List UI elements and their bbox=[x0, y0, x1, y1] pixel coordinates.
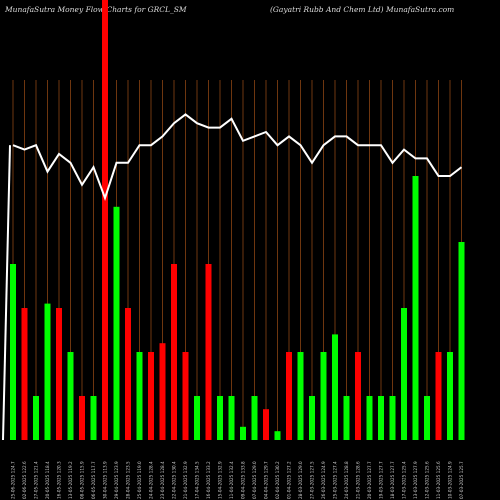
tick-label: 04-04-2025 129.7 bbox=[264, 461, 269, 499]
series-line-start bbox=[2, 145, 11, 441]
bar bbox=[79, 396, 85, 440]
bar bbox=[56, 308, 62, 440]
tick-label: 19-03-2025 127.7 bbox=[379, 461, 384, 499]
tick-label: 11-04-2025 132.4 bbox=[229, 461, 234, 499]
tick-label: 07-03-2025 125.7 bbox=[459, 461, 464, 499]
bar bbox=[113, 206, 120, 440]
bar bbox=[217, 396, 223, 440]
tick-label: 12-03-2025 125.6 bbox=[425, 461, 430, 499]
tick-label: 20-03-2025 127.7 bbox=[367, 461, 372, 499]
bar bbox=[435, 352, 442, 440]
bar bbox=[171, 264, 177, 440]
tick-label: 29-04-2025 123.9 bbox=[114, 461, 119, 499]
tick-label: 15-04-2025 132.9 bbox=[218, 461, 223, 499]
bar bbox=[378, 396, 384, 440]
bar bbox=[389, 396, 396, 440]
tick-label: 25-06-2025 124.7 bbox=[11, 461, 16, 499]
series-line bbox=[12, 113, 463, 202]
bar bbox=[136, 352, 143, 440]
bar bbox=[401, 308, 407, 440]
tick-label: 11-03-2025 125.6 bbox=[436, 461, 441, 499]
bar bbox=[412, 176, 419, 440]
bar bbox=[263, 409, 269, 440]
bar bbox=[148, 352, 154, 440]
tick-label: 08-05-2025 115.9 bbox=[80, 461, 85, 499]
bar bbox=[274, 431, 281, 440]
bar bbox=[125, 308, 131, 440]
tick-label: 21-04-2025 132.9 bbox=[183, 461, 188, 499]
bar bbox=[309, 396, 315, 440]
tick-label: 10-03-2025 124.9 bbox=[448, 461, 453, 499]
bar bbox=[194, 396, 200, 440]
bar bbox=[366, 396, 373, 440]
tick-label: 17-04-2025 134.5 bbox=[195, 461, 200, 499]
tick-label: 28-03-2025 129.0 bbox=[298, 461, 303, 499]
tick-label: 02-06-2025 122.6 bbox=[22, 461, 27, 499]
bar bbox=[458, 242, 465, 440]
bar bbox=[424, 396, 430, 440]
bar bbox=[228, 396, 235, 440]
bar bbox=[90, 396, 97, 440]
bar bbox=[21, 308, 28, 440]
tick-label: 23-04-2025 128.4 bbox=[160, 461, 165, 499]
tick-label: 28-04-2025 123.5 bbox=[126, 461, 131, 499]
tick-label: 16-05-2025 120.3 bbox=[57, 461, 62, 499]
bar bbox=[447, 352, 453, 440]
chart-title-right: (Gayatri Rubb And Chem Ltd) MunafaSutra.… bbox=[270, 5, 455, 14]
tick-label: 21-03-2025 128.6 bbox=[356, 461, 361, 499]
bar bbox=[240, 426, 246, 440]
tick-label: 25-03-2025 127.4 bbox=[333, 461, 338, 499]
chart-title-left: MunafaSutra Money Flow Charts for GRCL_S… bbox=[5, 5, 187, 14]
tick-label: 26-03-2025 124.9 bbox=[321, 461, 326, 499]
bar bbox=[33, 396, 39, 440]
bar bbox=[297, 352, 304, 440]
bar bbox=[332, 334, 338, 440]
tick-label: 09-04-2025 133.8 bbox=[241, 461, 246, 499]
bar bbox=[286, 352, 292, 440]
tick-label: 16-04-2025 133.2 bbox=[206, 461, 211, 499]
tick-label: 13-03-2025 127.9 bbox=[413, 461, 418, 499]
tick-label: 24-03-2025 128.8 bbox=[344, 461, 349, 499]
tick-label: 30-04-2025 113.9 bbox=[103, 461, 108, 499]
tick-label: 06-05-2025 117.7 bbox=[91, 461, 96, 499]
bar bbox=[10, 264, 16, 440]
tick-label: 22-04-2025 130.4 bbox=[172, 461, 177, 499]
tick-label: 07-04-2025 129.0 bbox=[252, 461, 257, 499]
bar bbox=[182, 352, 189, 440]
bar bbox=[320, 352, 327, 440]
bar bbox=[67, 352, 74, 440]
tick-label: 01-04-2025 127.2 bbox=[287, 461, 292, 499]
tick-label: 27-05-2025 121.4 bbox=[34, 461, 39, 499]
tick-label: 17-03-2025 125.4 bbox=[402, 461, 407, 499]
tick-label: 24-04-2025 128.4 bbox=[149, 461, 154, 499]
tick-label: 13-05-2025 119.2 bbox=[68, 461, 73, 499]
bar bbox=[205, 264, 212, 440]
tick-label: 20-05-2025 118.4 bbox=[45, 461, 50, 499]
bar bbox=[102, 0, 108, 440]
bar bbox=[44, 303, 51, 440]
bar bbox=[355, 352, 361, 440]
bar bbox=[343, 396, 350, 440]
tick-label: 02-04-2025 130.2 bbox=[275, 461, 280, 499]
tick-label: 18-03-2025 127.7 bbox=[390, 461, 395, 499]
tick-label: 27-03-2025 127.5 bbox=[310, 461, 315, 499]
bar bbox=[159, 343, 166, 440]
tick-label: 25-04-2025 119.0 bbox=[137, 461, 142, 499]
bar bbox=[251, 396, 258, 440]
